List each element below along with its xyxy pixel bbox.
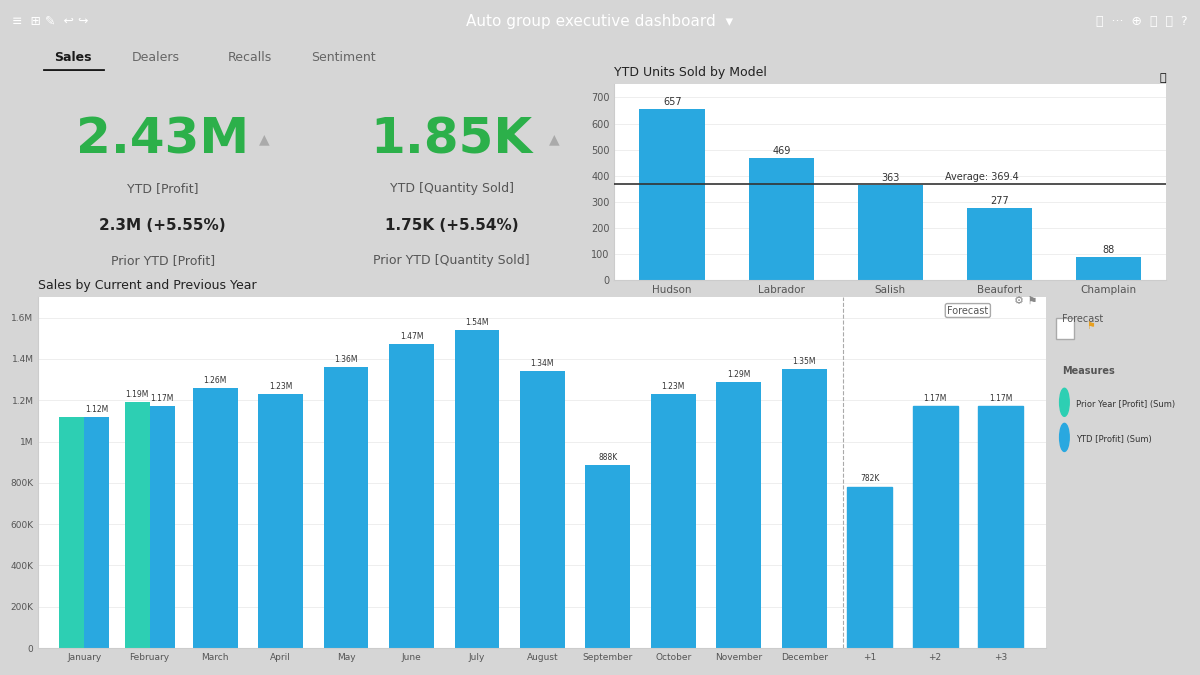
Text: 1.23M: 1.23M bbox=[661, 382, 685, 391]
Circle shape bbox=[1060, 388, 1069, 416]
Bar bbox=[520, 371, 565, 648]
Text: Sentiment: Sentiment bbox=[311, 51, 376, 64]
Bar bbox=[125, 402, 150, 648]
Text: Forecast: Forecast bbox=[947, 306, 989, 315]
Bar bbox=[967, 208, 1032, 280]
Text: 1.29M: 1.29M bbox=[727, 369, 750, 379]
Bar bbox=[1076, 257, 1141, 280]
Text: 1.54M: 1.54M bbox=[466, 318, 488, 327]
Text: 1.17M: 1.17M bbox=[150, 394, 174, 404]
Bar bbox=[782, 369, 827, 648]
Text: Sales: Sales bbox=[54, 51, 92, 64]
Text: ▲: ▲ bbox=[548, 132, 559, 146]
Text: 363: 363 bbox=[881, 173, 900, 184]
Text: 2.43M: 2.43M bbox=[76, 115, 250, 163]
Text: 782K: 782K bbox=[860, 475, 880, 483]
Text: YTD [Profit]: YTD [Profit] bbox=[127, 182, 198, 194]
Text: 1.19M: 1.19M bbox=[126, 390, 149, 399]
Text: Recalls: Recalls bbox=[227, 51, 271, 64]
FancyBboxPatch shape bbox=[1056, 318, 1074, 339]
Text: 🔲: 🔲 bbox=[1159, 73, 1166, 82]
Bar bbox=[650, 394, 696, 648]
Bar bbox=[258, 394, 302, 648]
Text: Dealers: Dealers bbox=[132, 51, 180, 64]
Bar bbox=[716, 381, 761, 648]
Text: 469: 469 bbox=[772, 146, 791, 156]
Text: 1.75K (+5.54%): 1.75K (+5.54%) bbox=[385, 218, 518, 233]
Text: Measures: Measures bbox=[1062, 367, 1115, 376]
Text: ≡  ⊞ ✎  ↩ ↪: ≡ ⊞ ✎ ↩ ↪ bbox=[12, 16, 89, 28]
Text: YTD [Profit] (Sum): YTD [Profit] (Sum) bbox=[1076, 435, 1152, 443]
Text: 1.23M: 1.23M bbox=[269, 382, 293, 391]
Text: 888K: 888K bbox=[599, 452, 618, 462]
Bar bbox=[455, 330, 499, 648]
Bar bbox=[913, 406, 958, 648]
Bar bbox=[847, 487, 892, 648]
Text: Prior YTD [Quantity Sold]: Prior YTD [Quantity Sold] bbox=[373, 254, 530, 267]
Bar bbox=[858, 186, 923, 280]
Text: 1.17M: 1.17M bbox=[924, 394, 947, 404]
Text: 1.35M: 1.35M bbox=[792, 357, 816, 366]
Text: Forecast: Forecast bbox=[1062, 314, 1103, 323]
Text: 657: 657 bbox=[662, 97, 682, 107]
Bar bbox=[324, 367, 368, 648]
Text: 1.17M: 1.17M bbox=[989, 394, 1013, 404]
Text: ⚑: ⚑ bbox=[1086, 321, 1094, 331]
Bar bbox=[978, 406, 1022, 648]
Text: Auto group executive dashboard  ▾: Auto group executive dashboard ▾ bbox=[467, 14, 733, 30]
Bar bbox=[59, 416, 84, 648]
Text: 1.12M: 1.12M bbox=[85, 404, 108, 414]
Text: YTD [Quantity Sold]: YTD [Quantity Sold] bbox=[390, 182, 514, 194]
Text: 277: 277 bbox=[990, 196, 1009, 206]
Text: 1.36M: 1.36M bbox=[335, 355, 358, 364]
Text: Prior YTD [Profit]: Prior YTD [Profit] bbox=[110, 254, 215, 267]
Bar bbox=[84, 416, 109, 648]
Text: YTD Units Sold by Model: YTD Units Sold by Model bbox=[614, 66, 767, 79]
Bar bbox=[150, 406, 174, 648]
Text: 1.34M: 1.34M bbox=[530, 359, 554, 369]
Text: ⤢  ···  ⊕  🔔  👤  ?: ⤢ ··· ⊕ 🔔 👤 ? bbox=[1097, 16, 1188, 28]
Text: 88: 88 bbox=[1103, 245, 1115, 255]
Bar bbox=[586, 464, 630, 648]
Text: 2.3M (+5.55%): 2.3M (+5.55%) bbox=[100, 218, 226, 233]
Text: 1.26M: 1.26M bbox=[204, 376, 227, 385]
Text: Average: 369.4: Average: 369.4 bbox=[944, 172, 1019, 182]
Text: Sales by Current and Previous Year: Sales by Current and Previous Year bbox=[38, 279, 257, 292]
Bar bbox=[749, 158, 814, 280]
Bar bbox=[389, 344, 434, 648]
Text: ▲: ▲ bbox=[259, 132, 270, 146]
Text: 1.85K: 1.85K bbox=[371, 115, 533, 163]
Bar bbox=[640, 109, 704, 280]
Circle shape bbox=[1060, 423, 1069, 452]
Text: 1.47M: 1.47M bbox=[400, 332, 424, 342]
Text: Prior Year [Profit] (Sum): Prior Year [Profit] (Sum) bbox=[1076, 400, 1176, 408]
Bar bbox=[193, 388, 238, 648]
Text: ⚙ ⚑: ⚙ ⚑ bbox=[1014, 296, 1038, 305]
